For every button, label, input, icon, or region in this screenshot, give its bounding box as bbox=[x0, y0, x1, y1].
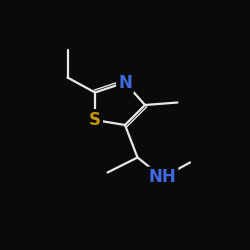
Text: S: S bbox=[89, 111, 101, 129]
Text: NH: NH bbox=[148, 168, 176, 186]
Text: N: N bbox=[118, 74, 132, 92]
